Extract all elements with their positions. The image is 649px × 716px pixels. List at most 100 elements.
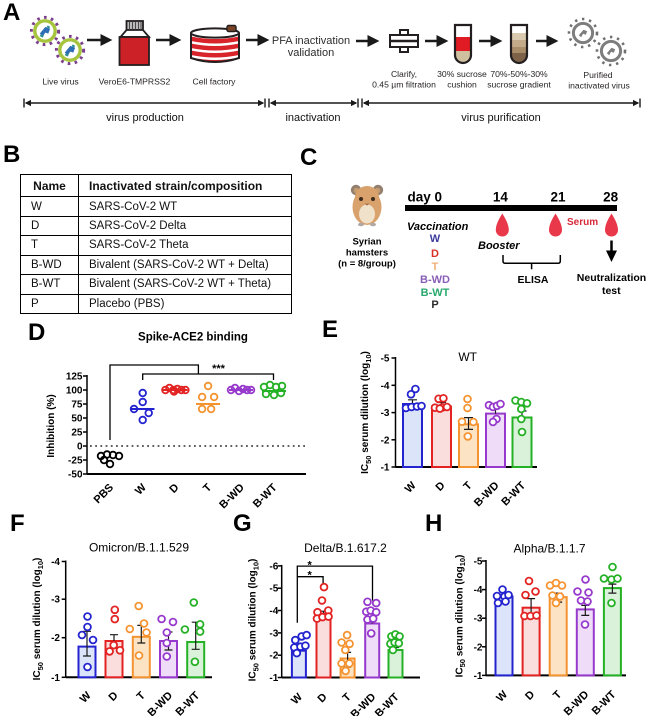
svg-text:-6: -6 — [269, 561, 278, 572]
svg-text:Alpha/B.1.1.7: Alpha/B.1.1.7 — [513, 542, 585, 556]
svg-text:-1: -1 — [51, 673, 60, 684]
svg-text:-2: -2 — [381, 435, 390, 446]
svg-text:W: W — [494, 688, 510, 704]
svg-text:W: W — [133, 481, 149, 497]
svg-text:W: W — [78, 689, 94, 705]
svg-text:Live virus: Live virus — [42, 77, 78, 87]
svg-text:-5: -5 — [269, 584, 278, 595]
svg-text:T: T — [461, 479, 474, 492]
svg-text:inactivation: inactivation — [285, 112, 340, 124]
svg-text:Cell factory: Cell factory — [193, 77, 237, 87]
svg-text:B-WT: B-WT — [174, 689, 203, 716]
svg-text:virus production: virus production — [106, 112, 184, 124]
svg-text:inactivated virus: inactivated virus — [568, 81, 630, 91]
svg-text:B-WD: B-WD — [145, 690, 175, 716]
svg-text:B-WT: B-WT — [590, 688, 619, 716]
svg-text:IC50 serum dilution (log10): IC50 serum dilution (log10) — [248, 559, 261, 682]
svg-text:-4: -4 — [269, 606, 278, 617]
svg-text:WT: WT — [458, 350, 477, 364]
svg-text:T: T — [340, 691, 353, 704]
svg-text:125: 125 — [66, 372, 83, 383]
svg-text:0.45 µm filtration: 0.45 µm filtration — [372, 80, 436, 90]
svg-text:Vaccination: Vaccination — [407, 221, 469, 233]
svg-text:B-WD: B-WD — [420, 274, 450, 286]
svg-text:0: 0 — [77, 442, 83, 453]
svg-text:-4: -4 — [51, 557, 60, 568]
svg-text:25: 25 — [71, 428, 83, 439]
svg-text:-4: -4 — [381, 381, 390, 392]
svg-text:W: W — [430, 233, 441, 245]
svg-text:D: D — [167, 482, 181, 496]
svg-text:day 0: day 0 — [408, 190, 443, 205]
svg-text:-3: -3 — [474, 614, 483, 625]
svg-text:IC50 serum dilution (log10): IC50 serum dilution (log10) — [360, 351, 373, 474]
svg-text:-2: -2 — [474, 642, 483, 653]
svg-text:***: *** — [212, 363, 226, 375]
svg-text:D: D — [431, 248, 439, 260]
svg-text:B-WT: B-WT — [421, 287, 450, 299]
svg-text:Spike-ACE2 binding: Spike-ACE2 binding — [138, 332, 248, 344]
svg-text:D: D — [107, 690, 121, 704]
svg-text:T: T — [432, 261, 439, 273]
svg-text:B-WT: B-WT — [499, 479, 528, 508]
svg-text:virus purification: virus purification — [461, 112, 540, 124]
svg-text:-5: -5 — [381, 354, 390, 365]
svg-text:ELISA: ELISA — [518, 274, 549, 286]
svg-text:D: D — [523, 689, 537, 703]
svg-text:-3: -3 — [51, 595, 60, 606]
svg-text:Syrian: Syrian — [352, 237, 381, 248]
svg-text:B-WD: B-WD — [562, 689, 592, 716]
svg-text:-2: -2 — [269, 651, 278, 662]
svg-text:Omicron/B.1.1.529: Omicron/B.1.1.529 — [89, 541, 189, 555]
svg-text:Serum: Serum — [567, 217, 598, 228]
svg-text:-50: -50 — [68, 470, 83, 481]
svg-text:21: 21 — [550, 190, 566, 205]
svg-text:Delta/B.1.617.2: Delta/B.1.617.2 — [304, 541, 387, 555]
svg-text:B-WT: B-WT — [251, 481, 280, 510]
svg-text:VeroE6-TMPRSS2: VeroE6-TMPRSS2 — [99, 77, 171, 87]
svg-text:14: 14 — [493, 190, 509, 205]
svg-text:Neutralization: Neutralization — [577, 272, 646, 284]
svg-text:(n = 8/group): (n = 8/group) — [338, 259, 396, 270]
svg-text:-5: -5 — [474, 557, 483, 568]
svg-text:sucrose gradient: sucrose gradient — [487, 80, 551, 90]
svg-text:-1: -1 — [474, 671, 483, 682]
svg-text:-1: -1 — [269, 673, 278, 684]
svg-text:*: * — [307, 570, 312, 582]
svg-text:-1: -1 — [381, 463, 390, 474]
svg-text:75: 75 — [71, 400, 83, 411]
svg-text:T: T — [135, 689, 148, 702]
svg-text:28: 28 — [603, 190, 619, 205]
svg-text:cushion: cushion — [447, 80, 477, 90]
svg-text:-25: -25 — [68, 456, 83, 467]
svg-text:validation: validation — [288, 47, 334, 59]
svg-text:D: D — [316, 691, 330, 705]
svg-text:Purified: Purified — [583, 70, 612, 80]
svg-text:B-WD: B-WD — [217, 482, 247, 512]
svg-text:-3: -3 — [381, 408, 390, 419]
svg-text:70%-50%-30%: 70%-50%-30% — [490, 69, 548, 79]
svg-text:B-WT: B-WT — [373, 691, 402, 716]
svg-text:100: 100 — [66, 386, 83, 397]
svg-text:test: test — [602, 285, 621, 297]
svg-text:W: W — [289, 691, 305, 707]
svg-text:*: * — [307, 560, 312, 572]
svg-text:B-WD: B-WD — [472, 480, 502, 510]
svg-text:P: P — [431, 299, 438, 311]
svg-text:Clarify,: Clarify, — [391, 69, 417, 79]
svg-text:50: 50 — [71, 414, 83, 425]
svg-text:IC50 serum dilution (log10): IC50 serum dilution (log10) — [32, 558, 45, 681]
svg-text:PBS: PBS — [92, 482, 116, 506]
svg-text:30% sucrose: 30% sucrose — [437, 69, 487, 79]
svg-text:-2: -2 — [51, 633, 60, 644]
svg-text:hamsters: hamsters — [346, 248, 388, 259]
svg-text:Booster: Booster — [478, 240, 520, 252]
svg-text:D: D — [434, 480, 448, 494]
svg-text:T: T — [201, 481, 214, 494]
svg-text:-3: -3 — [269, 628, 278, 639]
svg-text:PFA inactivation: PFA inactivation — [272, 35, 350, 47]
svg-text:IC50 serum dilution (log10): IC50 serum dilution (log10) — [454, 555, 467, 678]
svg-text:W: W — [403, 479, 419, 495]
svg-text:T: T — [551, 688, 564, 701]
svg-text:Inhibition (%): Inhibition (%) — [46, 394, 57, 457]
